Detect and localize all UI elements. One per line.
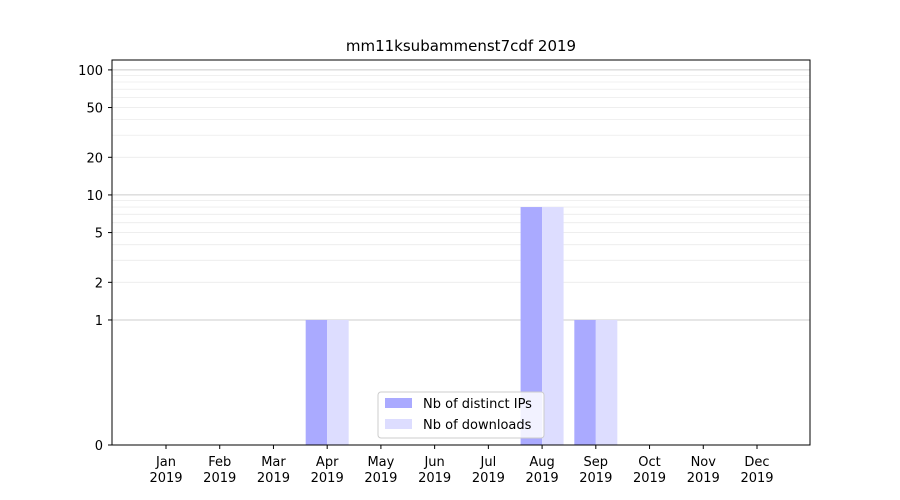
bar <box>595 319 618 445</box>
y-tick-label: 20 <box>86 151 103 166</box>
x-tick-label: Nov 2019 <box>687 455 720 486</box>
bar <box>542 207 564 445</box>
y-axis: 0 1 2 5 10 20 50 100 <box>78 64 112 454</box>
bars <box>305 207 618 445</box>
x-tick-label: Apr 2019 <box>311 455 344 486</box>
x-tick-label: May 2019 <box>364 455 397 486</box>
legend: Nb of distinct IPs Nb of downloads <box>377 391 545 439</box>
chart-title: mm11ksubammenst7cdf 2019 <box>346 37 576 55</box>
x-tick-label: Jan 2019 <box>149 455 182 486</box>
y-tick-label: 1 <box>95 314 103 329</box>
bar <box>327 319 349 445</box>
legend-swatch <box>385 398 412 408</box>
legend-box <box>377 391 545 439</box>
y-tick-label: 0 <box>95 439 103 454</box>
x-tick-label: Dec 2019 <box>740 455 773 486</box>
x-tick-label: Jul 2019 <box>472 455 505 486</box>
x-tick-label: Mar 2019 <box>257 455 290 486</box>
x-tick-label: Jun 2019 <box>418 455 451 486</box>
y-tick-label: 2 <box>95 276 103 291</box>
legend-label: Nb of distinct IPs <box>423 397 532 412</box>
y-tick-label: 10 <box>86 189 103 204</box>
legend-swatch <box>385 419 412 429</box>
legend-label: Nb of downloads <box>423 418 532 433</box>
plot-frame <box>111 59 811 446</box>
x-tick-label: Feb 2019 <box>203 455 236 486</box>
bar <box>305 319 328 445</box>
bar <box>520 207 543 445</box>
y-tick-label: 50 <box>86 102 103 117</box>
grid-lines <box>112 69 810 446</box>
x-tick-label: Oct 2019 <box>633 455 666 486</box>
y-tick-label: 5 <box>95 227 103 242</box>
bar <box>574 319 596 445</box>
x-tick-label: Sep 2019 <box>579 455 612 486</box>
x-axis: Jan 2019 Feb 2019 Mar 2019 Apr 2019 May 2019 Jun 20… <box>149 445 774 486</box>
x-tick-label: Aug 2019 <box>526 455 559 486</box>
y-tick-label: 100 <box>78 64 103 79</box>
